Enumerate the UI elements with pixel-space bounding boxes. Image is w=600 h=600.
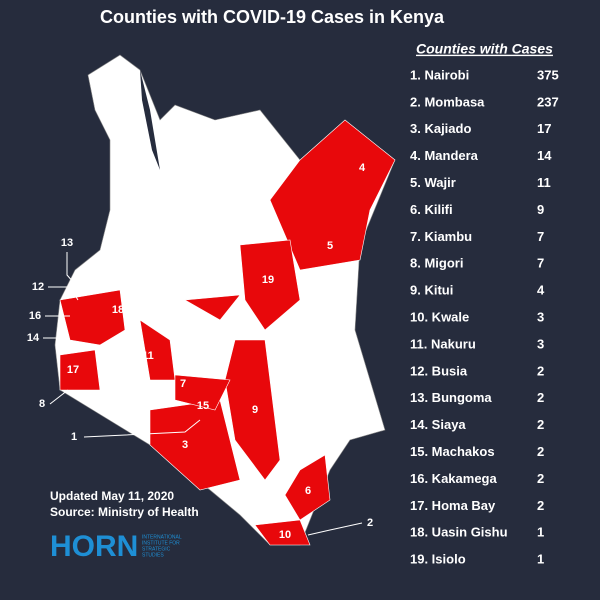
- map-label: 7: [180, 378, 186, 390]
- case-count: 4: [537, 283, 545, 298]
- county: [239, 239, 301, 331]
- county: [254, 519, 311, 546]
- county-name: 5. Wajir: [410, 175, 456, 190]
- map-label: 1: [71, 431, 77, 443]
- map-label: 2: [367, 517, 373, 529]
- case-count: 2: [537, 444, 544, 459]
- case-count: 11: [537, 175, 551, 190]
- county-name: 2. Mombasa: [410, 94, 485, 109]
- map-label: 4: [359, 162, 366, 174]
- case-count: 9: [537, 202, 544, 217]
- map-label: 19: [262, 274, 274, 286]
- county: [269, 119, 396, 271]
- case-count: 3: [537, 310, 544, 325]
- case-count: 1: [537, 552, 544, 567]
- map-label: 5: [327, 240, 333, 252]
- map-label: 12: [32, 281, 44, 293]
- county-name: 4. Mandera: [410, 148, 479, 163]
- pointer: [66, 252, 83, 293]
- logo-line: INSTITUTE FOR: [142, 540, 180, 546]
- county-name: 6. Kilifi: [410, 202, 453, 217]
- county-name: 10. Kwale: [410, 310, 469, 325]
- case-count: 375: [537, 67, 559, 82]
- map-label: 6: [305, 485, 311, 497]
- pointer: [307, 522, 363, 536]
- county-name: 11. Nakuru: [410, 336, 476, 351]
- map-label: 16: [29, 310, 41, 322]
- county: [59, 289, 126, 346]
- case-count: 7: [537, 256, 544, 271]
- map-label: 15: [197, 400, 209, 412]
- map-label: 11: [142, 350, 154, 362]
- map-label: 13: [61, 237, 73, 249]
- case-count: 2: [537, 498, 544, 513]
- case-count: 2: [537, 417, 544, 432]
- case-count: 1: [537, 525, 544, 540]
- pointer: [48, 286, 79, 301]
- county-name: 19. Isiolo: [410, 552, 466, 567]
- list-header: Counties with Cases: [416, 41, 553, 57]
- case-count: 14: [537, 148, 552, 163]
- logo-name: HORN: [50, 530, 138, 563]
- map-label: 10: [279, 529, 291, 541]
- map-label: 18: [112, 304, 124, 316]
- county-name: 3. Kajiado: [410, 121, 471, 136]
- county: [284, 454, 331, 521]
- county-name: 18. Uasin Gishu: [410, 525, 508, 540]
- map-label: 17: [67, 364, 79, 376]
- pointer: [83, 419, 201, 438]
- case-count: 2: [537, 390, 544, 405]
- county-name: 16. Kakamega: [410, 471, 497, 486]
- county: [174, 374, 231, 411]
- logo-line: STRATEGIC: [142, 546, 171, 552]
- case-count: 3: [537, 336, 544, 351]
- map-label: 8: [39, 398, 45, 410]
- logo-line: INTERNATIONAL: [142, 534, 182, 540]
- county: [184, 294, 241, 321]
- pointer-lines: [43, 252, 363, 536]
- pointer: [49, 389, 69, 405]
- logo-subtitle: INTERNATIONAL INSTITUTE FOR STRATEGIC ST…: [142, 534, 182, 558]
- county-name: 9. Kitui: [410, 283, 453, 298]
- county-name: 17. Homa Bay: [410, 498, 496, 513]
- case-count: 2: [537, 363, 544, 378]
- updated: Updated May 11, 2020: [50, 489, 174, 503]
- case-count: 2: [537, 471, 544, 486]
- case-count: 7: [537, 229, 544, 244]
- county: [59, 349, 101, 391]
- map-label: 9: [252, 404, 258, 416]
- county-name: 1. Nairobi: [410, 67, 469, 82]
- county-name: 14. Siaya: [410, 417, 466, 432]
- case-count: 17: [537, 121, 551, 136]
- case-counties: [59, 119, 396, 546]
- map-label: 14: [27, 332, 40, 344]
- logo-line: STUDIES: [142, 552, 164, 558]
- lake-turkana: [140, 70, 160, 170]
- county-name: 7. Kiambu: [410, 229, 472, 244]
- source: Source: Ministry of Health: [50, 505, 199, 519]
- county-name: 13. Bungoma: [410, 390, 492, 405]
- county-name: 15. Machakos: [410, 444, 495, 459]
- title: Counties with COVID-19 Cases in Kenya: [100, 7, 445, 27]
- map-label: 3: [182, 439, 188, 451]
- county-name: 12. Busia: [410, 363, 468, 378]
- county-name: 8. Migori: [410, 256, 463, 271]
- case-count: 237: [537, 94, 559, 109]
